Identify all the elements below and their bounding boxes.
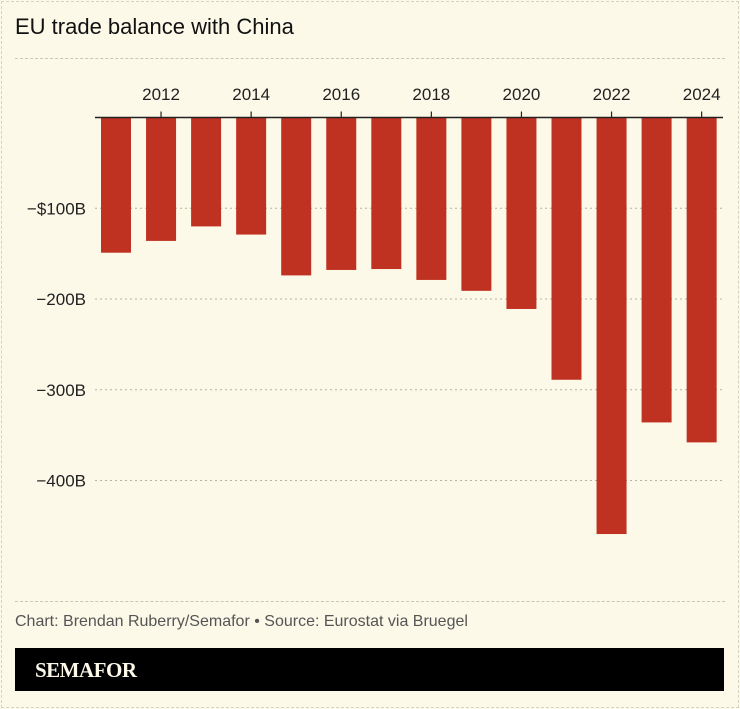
semafor-logo: SEMAFOR xyxy=(35,658,137,682)
bar-2012 xyxy=(146,117,177,241)
y-tick-label: −200B xyxy=(36,290,86,309)
y-tick-label: −$100B xyxy=(27,199,86,218)
bar-2021 xyxy=(551,117,582,380)
bar-2019 xyxy=(461,117,492,291)
x-tick-label: 2012 xyxy=(142,85,180,104)
bar-2011 xyxy=(101,117,131,253)
bar-chart: −$100B −200B −300B −400B 2012 2014 2016 2018 202… xyxy=(27,85,723,535)
footer-divider xyxy=(15,601,725,602)
y-tick-label: −300B xyxy=(36,381,86,400)
x-tick-label: 2018 xyxy=(412,85,450,104)
bar-2024 xyxy=(686,117,717,443)
source-note: Chart: Brendan Ruberry/Semafor • Source:… xyxy=(15,613,468,630)
brand-bar: SEMAFOR xyxy=(15,648,724,691)
x-tick-label: 2014 xyxy=(232,85,270,104)
bar-2014 xyxy=(236,117,267,235)
x-tick-label: 2020 xyxy=(503,85,541,104)
bar-2015 xyxy=(281,117,312,276)
x-tick-label: 2024 xyxy=(683,85,721,104)
bar-2023 xyxy=(641,117,672,423)
chart-title: EU trade balance with China xyxy=(15,14,294,39)
bar-2017 xyxy=(371,117,402,270)
x-tick-label: 2022 xyxy=(593,85,631,104)
bar-2016 xyxy=(326,117,357,270)
bar-2020 xyxy=(506,117,537,309)
x-tick-label: 2016 xyxy=(322,85,360,104)
y-tick-label: −400B xyxy=(36,472,86,491)
bar-2018 xyxy=(416,117,447,280)
title-divider xyxy=(15,58,725,59)
bar-2022 xyxy=(596,117,627,535)
bar-2013 xyxy=(191,117,222,227)
